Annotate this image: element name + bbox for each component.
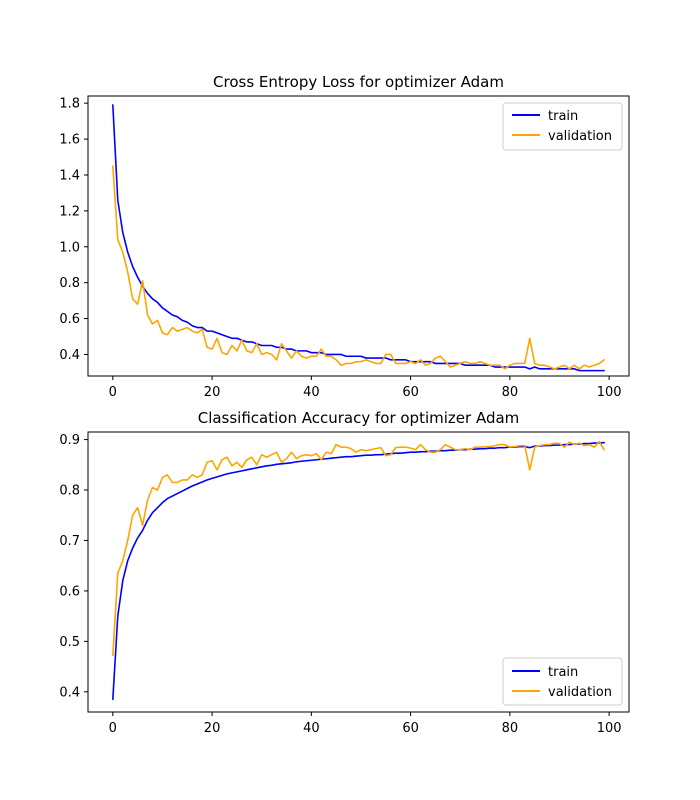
loss-legend-validation-label: validation <box>548 129 612 144</box>
loss-y-tick-label: 1.8 <box>59 97 80 112</box>
accuracy-y-tick-label: 0.9 <box>59 433 80 448</box>
accuracy-chart-title: Classification Accuracy for optimizer Ad… <box>198 409 520 427</box>
loss-legend: train validation <box>502 102 623 151</box>
accuracy-series-validation <box>112 440 605 657</box>
accuracy-y-tick-label: 0.4 <box>59 685 80 700</box>
accuracy-chart: Classification Accuracy for optimizer Ad… <box>59 409 630 736</box>
loss-y-tick-label: 0.6 <box>59 312 80 327</box>
loss-y-tick-label: 1.0 <box>59 240 80 255</box>
accuracy-legend-box <box>502 657 623 706</box>
loss-x-tick-label: 80 <box>502 385 519 400</box>
accuracy-x-tick-label: 0 <box>109 721 117 736</box>
accuracy-legend: train validation <box>502 657 623 706</box>
accuracy-y-tick-label: 0.7 <box>59 534 80 549</box>
loss-axes-frame <box>87 95 630 377</box>
loss-y-tick-label: 1.2 <box>59 204 80 219</box>
loss-plot-lines <box>112 104 605 372</box>
loss-x-tick-label: 0 <box>109 385 117 400</box>
loss-y-tick-label: 1.6 <box>59 133 80 148</box>
accuracy-x-tick-label: 60 <box>402 721 419 736</box>
accuracy-y-tick-label: 0.6 <box>59 584 80 599</box>
accuracy-plot-lines <box>112 440 605 701</box>
accuracy-x-tick-label: 20 <box>204 721 221 736</box>
accuracy-axis-ticks: 0 20 40 60 80 100 0.4 0.5 0.6 0.7 0.8 0.9 <box>59 433 621 736</box>
loss-series-validation <box>112 165 605 370</box>
loss-y-tick-label: 0.4 <box>59 348 80 363</box>
loss-chart: Cross Entropy Loss for optimizer Adam 0 2… <box>59 73 630 400</box>
accuracy-x-tick-label: 40 <box>303 721 320 736</box>
accuracy-x-tick-label: 100 <box>597 721 622 736</box>
accuracy-axes-frame <box>87 431 630 713</box>
accuracy-x-tick-label: 80 <box>502 721 519 736</box>
loss-y-tick-label: 0.8 <box>59 276 80 291</box>
accuracy-y-tick-label: 0.8 <box>59 484 80 499</box>
accuracy-legend-validation-label: validation <box>548 685 612 700</box>
loss-x-tick-label: 60 <box>402 385 419 400</box>
loss-x-tick-label: 100 <box>597 385 622 400</box>
accuracy-y-tick-label: 0.5 <box>59 635 80 650</box>
loss-legend-train-label: train <box>548 109 578 124</box>
loss-x-tick-label: 20 <box>204 385 221 400</box>
loss-axis-ticks: 0 20 40 60 80 100 0.4 0.6 0.8 1.0 1.2 1.4 1.6 1.8 <box>59 97 621 400</box>
accuracy-series-train <box>112 441 605 701</box>
loss-y-tick-label: 1.4 <box>59 168 80 183</box>
loss-x-tick-label: 40 <box>303 385 320 400</box>
loss-chart-title: Cross Entropy Loss for optimizer Adam <box>213 73 504 91</box>
loss-series-train <box>112 104 605 372</box>
accuracy-legend-train-label: train <box>548 665 578 680</box>
